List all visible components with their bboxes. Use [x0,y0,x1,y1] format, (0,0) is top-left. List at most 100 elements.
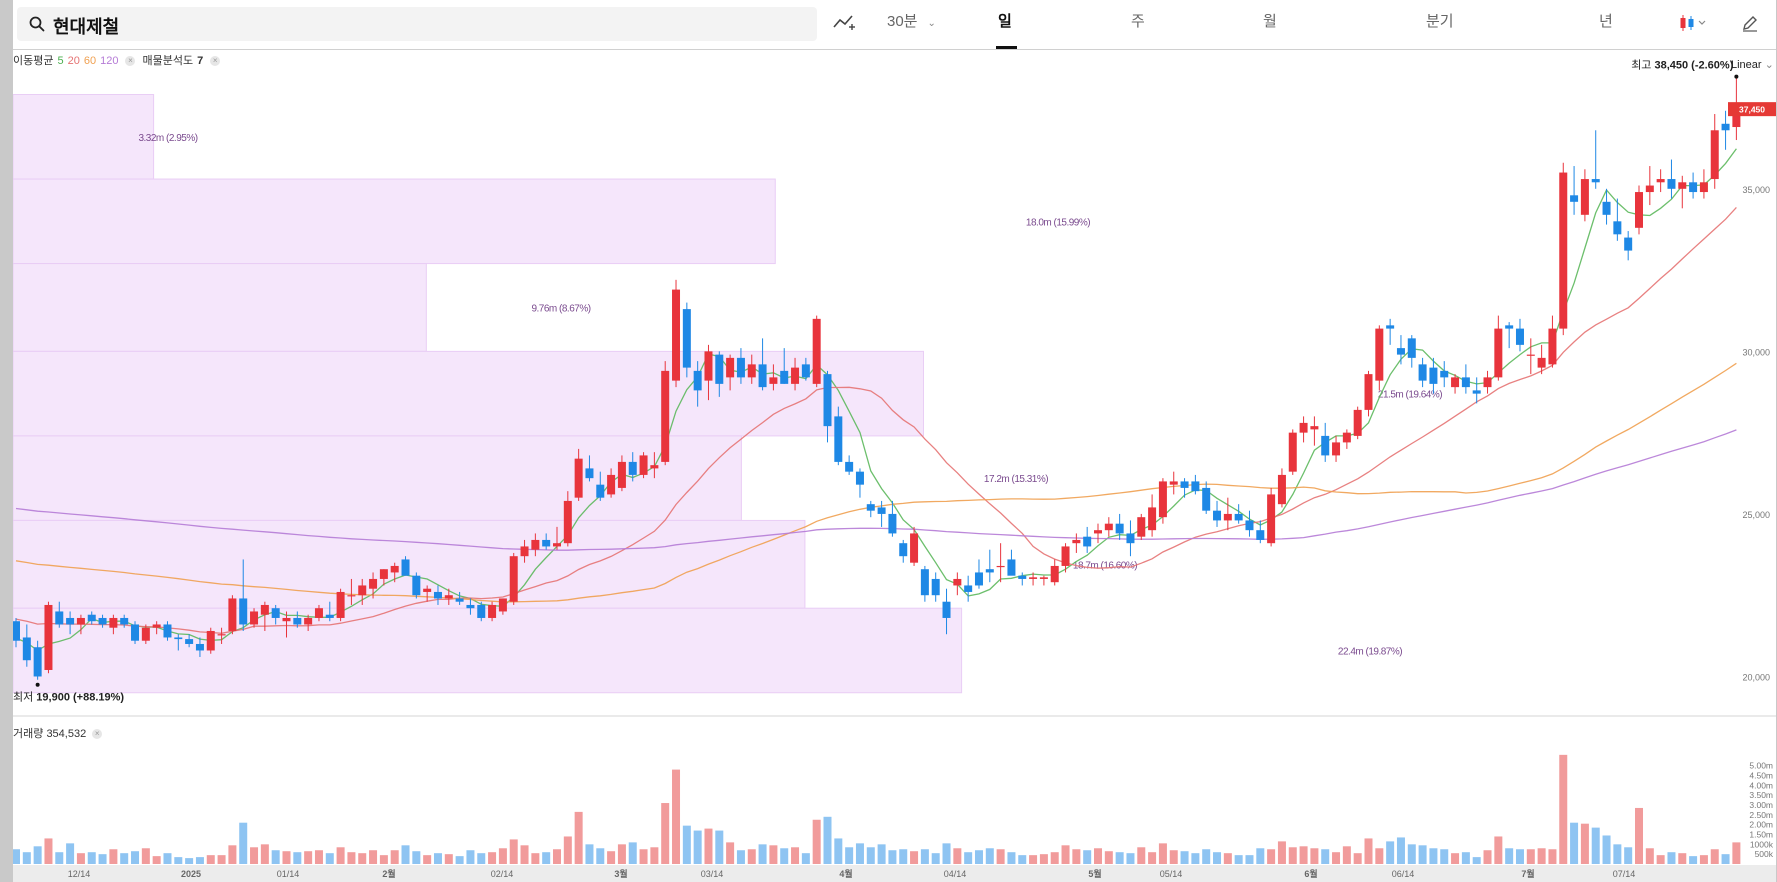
volume-bar [477,853,486,864]
volume-bar [401,845,410,864]
candle [1202,481,1211,514]
candle-body [1158,481,1167,518]
candle-body [1180,481,1189,488]
scale-dropdown[interactable]: Linear ⌄ [1731,58,1774,71]
candle-body [639,455,648,475]
pencil-icon[interactable] [1741,14,1759,36]
volume-profile-bar [13,94,155,180]
candle [1288,429,1297,475]
candle-body [423,588,432,592]
candle [260,601,269,631]
candle-body [1526,354,1535,356]
tab-period-quarter[interactable]: 분기 [1426,13,1454,30]
candle [1645,166,1654,206]
candle [1602,188,1611,225]
volume-bar [1699,855,1708,864]
volume-bar [866,847,875,864]
volume-bar [736,850,745,864]
candle [304,614,313,631]
candle [1094,523,1102,544]
candle [520,539,529,563]
interval-label: 30분 [887,13,918,30]
tab-period-month[interactable]: 월 [1263,13,1277,30]
close-icon[interactable]: × [125,56,136,67]
close-icon[interactable]: × [210,56,221,67]
volume-bar [1526,849,1535,864]
candle-body [390,565,399,573]
candle [228,595,237,635]
volume-axis-label: 500k [1755,849,1774,859]
candlestick-icon[interactable] [1679,14,1707,36]
volume-bar [628,842,637,864]
candle [563,491,572,547]
volume-bar [347,852,356,864]
volume-bar [1234,855,1243,864]
volume-bar [639,849,648,864]
interval-dropdown[interactable]: 30분 ⌄ [887,10,936,31]
candle-body [1570,195,1579,202]
candle-body [379,569,388,579]
candle [974,559,983,589]
candle [336,588,345,622]
tab-period-day[interactable]: 일 [998,13,1012,30]
candle-body [899,543,908,557]
candle [650,452,659,479]
volume-bar [855,843,864,864]
candle [401,556,410,576]
search-box[interactable]: 현대제철 [17,7,817,41]
candle-body [304,617,313,625]
candle-body [1288,432,1297,472]
candle [1483,370,1492,394]
candle [726,354,735,391]
candle-body [1645,185,1654,193]
candle [801,357,810,381]
candle [1126,520,1135,557]
volume-bar [661,803,670,864]
candle-body [1115,523,1124,534]
candle-body [239,598,248,625]
candle-body [1169,481,1178,485]
candle [1440,361,1449,388]
candle [120,614,129,628]
candle-body [1505,325,1514,329]
tab-period-week[interactable]: 주 [1131,13,1145,30]
volume-bar [433,853,442,864]
candle [325,601,334,622]
time-axis-label: 01/14 [277,869,300,879]
candle-body [585,468,594,479]
volume-bar [131,851,140,864]
candle [920,565,929,602]
candle [964,575,973,602]
volume-bar [607,851,616,864]
volume-bar [509,839,518,864]
candle-body [250,611,259,625]
chart-toolbar: 현대제철 30분 ⌄ 일 주 월 분기 년 [13,0,1776,50]
candle-body [141,627,150,641]
low-label: 최저 19,900 (+88.19%) [13,691,124,704]
candle [1472,377,1481,404]
close-icon[interactable]: × [92,729,103,740]
candle [845,455,854,475]
candle-body [1353,409,1362,436]
volume-axis-label: 5.00m [1749,761,1773,771]
candle-body [466,604,475,609]
candle-body [1396,348,1405,355]
volume-bar [293,852,302,864]
price-chart[interactable]: 3.32m (2.95%) 18.0m (15.99%) 9.76m (8.67%)… [13,49,1776,882]
candle-body [347,595,356,597]
volume-bar [1321,849,1330,864]
candle-body [574,458,583,498]
candle-body [693,370,702,391]
candle-body [877,507,886,514]
low-value: 19,900 (+88.19%) [36,692,124,704]
candle [358,578,367,605]
tab-period-year[interactable]: 년 [1599,13,1613,30]
volume-bar [812,819,821,864]
candle-body [217,634,226,636]
volume-bar [1407,844,1416,864]
volume-bar [1148,852,1157,864]
candle-body [1440,370,1449,378]
line-chart-plus-icon[interactable] [833,13,857,35]
search-input[interactable]: 현대제철 [53,17,120,37]
candle-body [55,611,64,625]
